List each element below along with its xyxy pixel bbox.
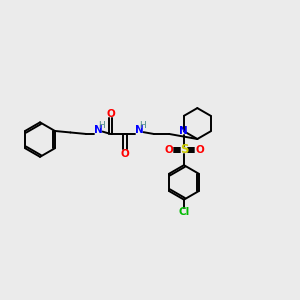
Text: N: N <box>179 126 188 136</box>
Text: H: H <box>140 122 146 130</box>
Text: H: H <box>98 122 105 130</box>
Text: S: S <box>180 143 188 156</box>
Text: Cl: Cl <box>178 207 190 217</box>
Text: O: O <box>195 145 204 155</box>
Text: O: O <box>106 109 115 119</box>
Text: O: O <box>164 145 173 155</box>
Text: N: N <box>135 125 144 135</box>
Text: N: N <box>94 125 103 135</box>
Text: O: O <box>120 148 129 159</box>
